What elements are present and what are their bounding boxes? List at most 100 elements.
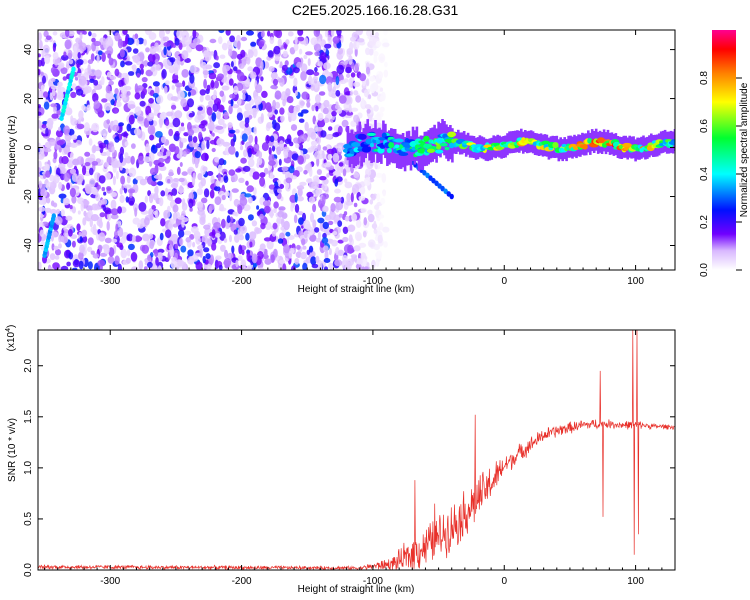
band-core-cell [668,140,675,145]
noise-cell [189,207,193,212]
noise-cell [302,245,307,250]
noise-cell [145,47,150,53]
noise-cell [319,221,324,232]
noise-cell [154,85,160,96]
noise-cell [285,231,291,237]
noise-cell [273,78,278,86]
noise-cell [213,222,222,229]
noise-cell [126,249,131,257]
noise-cell [165,229,172,239]
noise-cell [53,245,59,251]
noise-cell [252,109,257,119]
band-core-cell [351,142,361,148]
noise-cell [170,96,178,101]
x-tick-label: -100 [363,576,383,587]
noise-cell [82,199,90,206]
noise-cell [237,97,242,106]
noise-cell [125,36,129,45]
noise-cell [145,143,150,154]
noise-cell [87,237,94,246]
noise-cell [348,77,353,88]
noise-cell [75,88,84,96]
noise-cell [355,95,362,103]
noise-cell [77,210,81,215]
noise-cell [358,242,367,248]
noise-cell [267,50,274,58]
noise-cell [174,243,179,250]
noise-cell [114,109,119,114]
noise-cell [43,147,52,153]
noise-cell [214,185,221,192]
noise-cell [217,118,225,126]
y-tick-label: 40 [23,44,34,56]
noise-cell [52,105,57,113]
noise-cell [313,76,318,82]
noise-cell [98,232,106,242]
noise-cell [70,142,78,148]
noise-cell [117,206,122,214]
noise-cell [223,64,231,72]
noise-cell [66,261,71,267]
noise-cell [154,186,159,194]
noise-cell [233,85,239,95]
noise-cell [172,117,181,128]
noise-cell [53,174,60,184]
noise-cell [377,234,383,244]
noise-cell [283,150,289,159]
noise-cell [251,253,258,264]
noise-cell [297,112,303,117]
noise-cell [241,249,245,256]
noise-cell [70,115,74,123]
band-core-cell [587,137,592,144]
noise-cell [175,82,183,88]
noise-cell [170,260,178,269]
noise-cell [279,259,286,265]
noise-cell [144,266,148,270]
noise-cell [221,218,226,229]
noise-cell [133,128,142,136]
colorbar-gradient [712,30,736,270]
noise-cell [239,145,244,151]
noise-cell [312,219,317,229]
noise-cell [52,43,57,52]
noise-cell [269,172,274,180]
noise-cell [143,60,149,67]
noise-cell [330,30,335,37]
noise-cell [332,152,340,163]
noise-cell [232,104,240,109]
noise-cell [259,172,266,178]
noise-cell [347,224,356,232]
noise-cell [177,90,185,100]
noise-cell [283,244,290,254]
noise-cell [270,84,278,90]
noise-cell [350,36,356,42]
noise-cell [322,221,329,230]
noise-cell [192,241,196,248]
noise-cell [257,267,265,270]
noise-cell [300,253,307,259]
noise-cell [346,258,355,266]
noise-cell [114,136,120,143]
noise-cell [53,202,58,208]
noise-cell [202,255,206,264]
noise-cell [287,31,294,37]
noise-cell [294,258,300,265]
y-tick-label: -40 [23,238,34,253]
noise-cell [96,218,103,227]
noise-cell [199,89,206,96]
noise-cell [163,46,167,56]
noise-cell [299,100,305,106]
noise-cell [192,30,197,38]
noise-cell [126,234,131,241]
noise-cell [181,50,189,60]
noise-cell [163,209,171,219]
noise-cell [245,94,252,102]
noise-cell [144,195,149,203]
noise-cell [131,143,136,149]
noise-cell [342,168,347,177]
noise-cell [157,265,162,270]
noise-cell [344,178,348,184]
noise-cell [123,184,132,189]
noise-cell [355,30,363,36]
noise-cell [237,255,243,261]
